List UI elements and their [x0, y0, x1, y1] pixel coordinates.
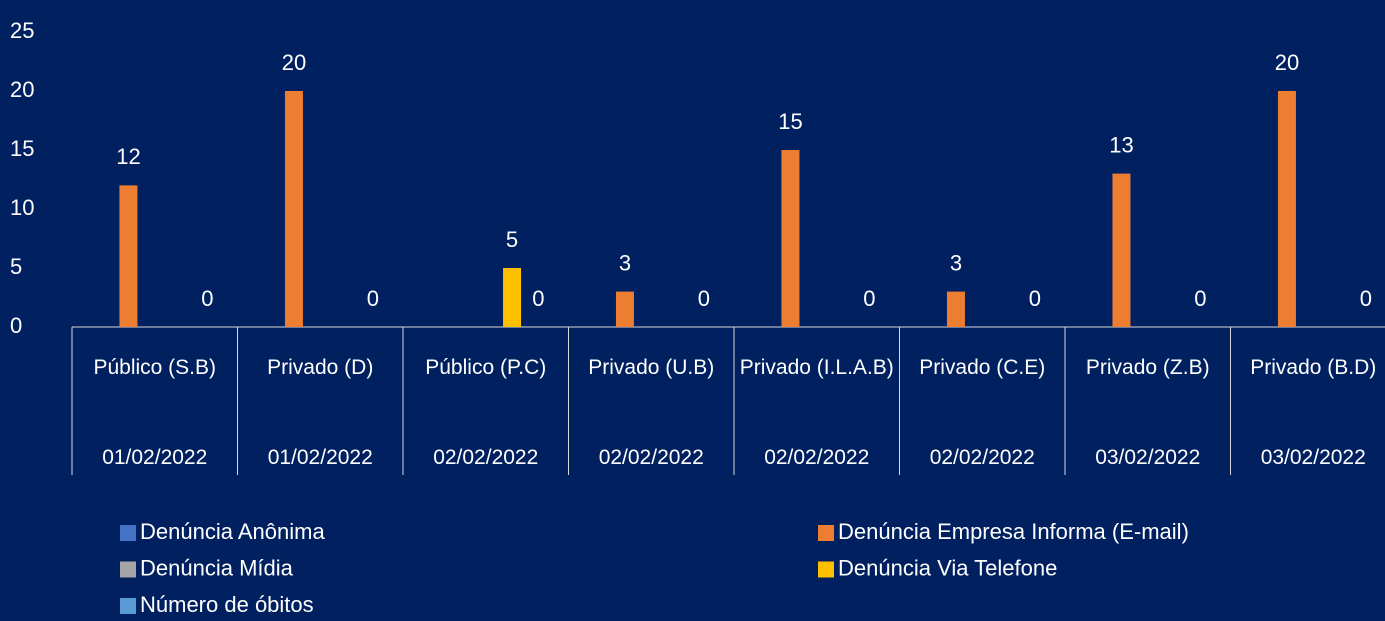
data-label: 0 — [201, 286, 213, 311]
legend-swatch — [120, 525, 136, 541]
category-date: 02/02/2022 — [929, 446, 1035, 469]
bar — [1277, 91, 1296, 327]
legend-swatch — [120, 598, 136, 614]
y-tick-label: 25 — [10, 18, 34, 43]
legend-swatch — [818, 561, 834, 578]
category-date: 01/02/2022 — [267, 446, 373, 469]
category-label: Privado (D) — [267, 356, 374, 379]
legend-label: Denúncia Via Telefone — [838, 555, 1057, 580]
data-label: 5 — [506, 227, 518, 252]
legend-swatch — [818, 525, 834, 541]
data-label: 0 — [1360, 286, 1372, 311]
y-tick-label: 20 — [10, 77, 34, 102]
category-label: Privado (B.D) — [1250, 356, 1377, 379]
bar — [946, 291, 965, 327]
legend-label: Denúncia Empresa Informa (E-mail) — [838, 519, 1189, 544]
data-label: 15 — [778, 109, 802, 134]
legend-label: Denúncia Anônima — [140, 519, 325, 544]
category-label: Privado (Z.B) — [1085, 356, 1210, 379]
bar — [119, 185, 138, 327]
data-label: 0 — [1194, 286, 1206, 311]
data-label: 3 — [619, 250, 631, 275]
bar — [284, 91, 303, 327]
bar — [1112, 173, 1131, 327]
category-label: Privado (C.E) — [919, 356, 1046, 379]
data-label: 0 — [367, 286, 379, 311]
legend-label: Denúncia Mídia — [140, 555, 294, 580]
data-label: 0 — [532, 286, 544, 311]
category-date: 02/02/2022 — [764, 446, 870, 469]
data-label: 20 — [1275, 50, 1299, 75]
category-date: 02/02/2022 — [598, 446, 704, 469]
data-label: 12 — [116, 144, 140, 169]
legend-label: Número de óbitos — [140, 592, 314, 617]
category-date: 03/02/2022 — [1260, 446, 1366, 469]
category-label: Privado (U.B) — [588, 356, 715, 379]
data-label: 0 — [863, 286, 875, 311]
category-label: Privado (I.L.A.B) — [739, 356, 894, 379]
data-label: 13 — [1109, 132, 1133, 157]
y-tick-label: 5 — [10, 254, 22, 279]
data-label: 20 — [282, 50, 306, 75]
data-label: 0 — [698, 286, 710, 311]
bar — [503, 268, 522, 327]
legend-swatch — [120, 561, 136, 578]
data-label: 3 — [950, 250, 962, 275]
data-label: 0 — [1029, 286, 1041, 311]
category-date: 03/02/2022 — [1095, 446, 1201, 469]
category-date: 02/02/2022 — [433, 446, 539, 469]
category-label: Público (P.C) — [425, 356, 547, 379]
y-tick-label: 0 — [10, 313, 22, 338]
y-tick-label: 10 — [10, 195, 34, 220]
y-tick-label: 15 — [10, 136, 34, 161]
category-date: 01/02/2022 — [102, 446, 208, 469]
bar — [615, 291, 634, 327]
category-label: Público (S.B) — [93, 356, 217, 379]
bar — [781, 150, 800, 327]
